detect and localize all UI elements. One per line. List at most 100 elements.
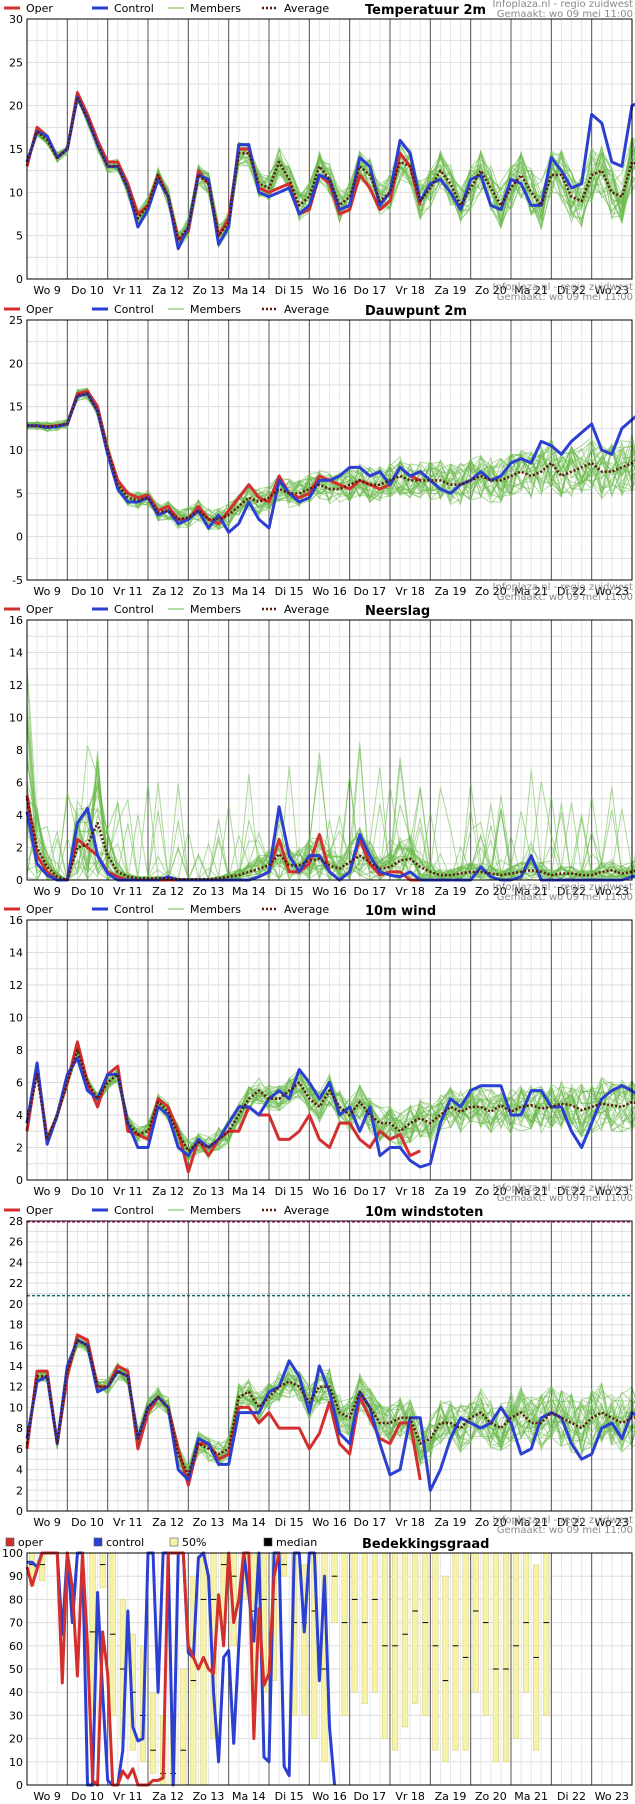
x-tick-label: Zo 20 [475, 585, 507, 598]
x-tick-label: Zo 13 [193, 585, 225, 598]
y-tick-label: 100 [2, 1547, 23, 1560]
range-box [200, 1552, 207, 1786]
legend-label: Average [284, 2, 329, 15]
y-tick-label: 0 [16, 531, 23, 544]
x-tick-label: Vr 18 [395, 1185, 425, 1198]
legend-label: Control [114, 903, 154, 916]
chart-title: 10m windstoten [365, 1205, 483, 1220]
range-box [543, 1552, 550, 1716]
range-box [442, 1575, 449, 1763]
credit-made: Gemaakt: wo 09 mei 11:00 [497, 9, 633, 20]
x-tick-label: Di 15 [275, 885, 304, 898]
range-box [472, 1552, 479, 1693]
y-tick-label: 6 [16, 777, 23, 790]
credit-source: Infoplaza.nl - regio zuidwest [493, 282, 634, 293]
x-tick-label: Wo 9 [33, 1516, 60, 1529]
x-tick-label: Zo 20 [475, 885, 507, 898]
x-tick-label: Vr 11 [113, 1516, 143, 1529]
credit-source: Infoplaza.nl - regio zuidwest [493, 0, 634, 10]
x-tick-label: Ma 21 [514, 284, 548, 297]
x-tick-label: Za 19 [435, 1185, 467, 1198]
plot-frame [26, 319, 633, 581]
series-oper [27, 389, 421, 526]
x-tick-label: Do 17 [353, 585, 386, 598]
plot-frame [26, 18, 633, 280]
legend-label: Average [284, 603, 329, 616]
chart-title: Temperatuur 2m [365, 3, 486, 18]
y-tick-label: 25 [9, 314, 23, 327]
y-tick-label: 80 [9, 1593, 23, 1606]
range-box [361, 1552, 368, 1705]
x-tick-label: Ma 21 [514, 1185, 548, 1198]
legend-label: control [106, 1536, 144, 1549]
x-tick-label: Vr 11 [113, 1185, 143, 1198]
legend-label: Oper [26, 2, 53, 15]
x-tick-label: Vr 11 [113, 284, 143, 297]
x-tick-label: Ma 14 [232, 585, 266, 598]
plot-frame [26, 1552, 633, 1786]
x-tick-label: Wo 16 [312, 1790, 346, 1800]
x-tick-label: Di 22 [557, 885, 586, 898]
range-box [391, 1552, 399, 1751]
y-tick-label: 16 [9, 1339, 23, 1352]
credit-source: Infoplaza.nl - regio zuidwest [493, 582, 634, 593]
x-tick-label: Ma 14 [232, 284, 266, 297]
legend-swatch [5, 1537, 15, 1547]
x-tick-label: Ma 14 [232, 1790, 266, 1800]
x-tick-label: Di 22 [557, 284, 586, 297]
x-tick-label: Ma 21 [514, 1790, 548, 1800]
y-tick-label: 10 [9, 444, 23, 457]
series-member [26, 1043, 635, 1152]
legend-label: Members [190, 603, 241, 616]
x-tick-label: Wo 9 [33, 585, 60, 598]
y-tick-label: 12 [9, 1381, 23, 1394]
y-tick-label: 40 [9, 1686, 23, 1699]
legend-label: Control [114, 1204, 154, 1217]
series-average [25, 1048, 635, 1152]
x-tick-label: Do 10 [71, 885, 104, 898]
range-box [412, 1552, 419, 1705]
y-tick-label: 15 [9, 143, 23, 156]
y-tick-label: 0 [16, 273, 23, 286]
legend-label: Average [284, 903, 329, 916]
y-tick-label: 8 [16, 1422, 23, 1435]
range-box [402, 1552, 409, 1728]
y-tick-label: 6 [16, 1443, 23, 1456]
plot-frame [26, 619, 633, 881]
x-tick-label: Do 17 [353, 1790, 386, 1800]
x-tick-label: Vr 18 [395, 585, 425, 598]
x-tick-label: Wo 16 [312, 284, 346, 297]
series-average [27, 392, 635, 521]
x-tick-label: Di 15 [275, 1516, 304, 1529]
x-tick-label: Ma 21 [514, 1516, 548, 1529]
y-tick-label: 6 [16, 1077, 23, 1090]
y-tick-label: 20 [9, 357, 23, 370]
y-tick-label: 30 [9, 1709, 23, 1722]
y-tick-label: 70 [9, 1617, 23, 1630]
legend-label: Control [114, 2, 154, 15]
x-tick-label: Wo 9 [33, 1185, 60, 1198]
x-tick-label: Di 15 [275, 1790, 304, 1800]
credit-source: Infoplaza.nl - regio zuidwest [493, 882, 634, 893]
legend-swatch [263, 1537, 273, 1547]
y-tick-label: 14 [9, 947, 23, 960]
y-tick-label: 10 [9, 186, 23, 199]
range-box [341, 1552, 348, 1716]
range-box [180, 1668, 187, 1786]
y-tick-label: 0 [16, 1779, 23, 1792]
range-box [301, 1564, 308, 1716]
legend-label: Oper [26, 1204, 53, 1217]
x-tick-label: Ma 21 [514, 585, 548, 598]
credit-made: Gemaakt: wo 09 mei 11:00 [497, 892, 633, 903]
x-tick-label: Vr 18 [395, 284, 425, 297]
x-tick-label: Za 12 [152, 885, 184, 898]
legend-label: oper [18, 1536, 43, 1549]
y-tick-label: 8 [16, 744, 23, 757]
y-tick-label: 30 [9, 13, 23, 26]
y-tick-label: 4 [16, 1109, 23, 1122]
credit-made: Gemaakt: wo 09 mei 11:00 [497, 292, 633, 303]
legend-label: Oper [26, 603, 53, 616]
x-tick-label: Zo 13 [193, 885, 225, 898]
